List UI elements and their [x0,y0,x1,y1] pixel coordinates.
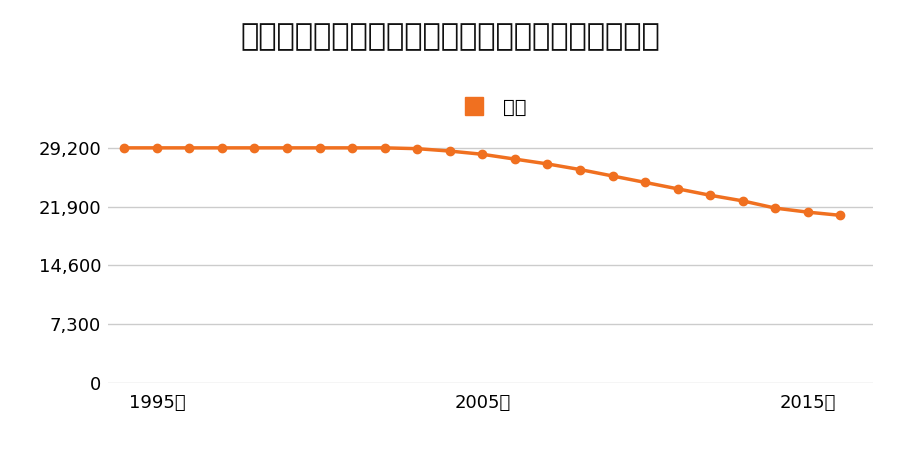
Text: 岩手県西磐井郡平泉町平泉字衣関８番４の地価推移: 岩手県西磐井郡平泉町平泉字衣関８番４の地価推移 [240,22,660,51]
Legend: 価格: 価格 [446,90,535,125]
